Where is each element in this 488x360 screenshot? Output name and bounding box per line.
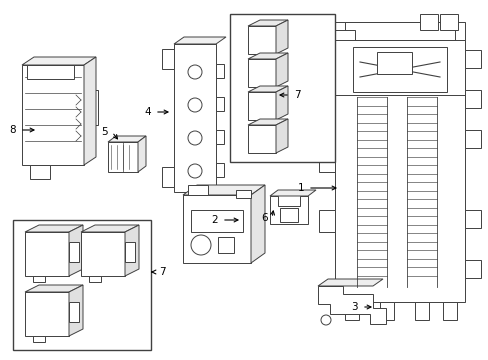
Text: 3: 3 bbox=[351, 302, 357, 312]
Polygon shape bbox=[229, 14, 334, 162]
Polygon shape bbox=[216, 64, 224, 78]
Polygon shape bbox=[125, 225, 139, 276]
Polygon shape bbox=[334, 40, 464, 95]
Polygon shape bbox=[247, 20, 287, 26]
Polygon shape bbox=[275, 119, 287, 153]
Polygon shape bbox=[69, 285, 83, 336]
Polygon shape bbox=[250, 185, 264, 263]
Polygon shape bbox=[174, 44, 216, 192]
Polygon shape bbox=[247, 92, 275, 120]
Polygon shape bbox=[27, 65, 74, 79]
Polygon shape bbox=[30, 165, 50, 179]
Polygon shape bbox=[25, 232, 69, 276]
Polygon shape bbox=[138, 136, 146, 172]
Polygon shape bbox=[352, 47, 446, 92]
Polygon shape bbox=[174, 37, 225, 44]
Text: 8: 8 bbox=[9, 125, 16, 135]
Polygon shape bbox=[25, 292, 69, 336]
Polygon shape bbox=[275, 20, 287, 54]
Polygon shape bbox=[318, 50, 334, 72]
Polygon shape bbox=[247, 26, 275, 54]
Polygon shape bbox=[464, 260, 480, 278]
Polygon shape bbox=[345, 22, 454, 40]
Polygon shape bbox=[414, 302, 428, 320]
Polygon shape bbox=[81, 225, 139, 232]
Text: 4: 4 bbox=[144, 107, 151, 117]
Polygon shape bbox=[247, 53, 287, 59]
Text: 5: 5 bbox=[101, 127, 108, 137]
Polygon shape bbox=[464, 90, 480, 108]
Polygon shape bbox=[108, 136, 146, 142]
Polygon shape bbox=[247, 125, 275, 153]
Polygon shape bbox=[280, 208, 297, 222]
Polygon shape bbox=[269, 196, 307, 224]
Polygon shape bbox=[183, 185, 264, 195]
Text: 1: 1 bbox=[297, 183, 304, 193]
Polygon shape bbox=[33, 336, 45, 342]
Polygon shape bbox=[22, 65, 84, 165]
Polygon shape bbox=[216, 163, 224, 177]
Polygon shape bbox=[419, 14, 437, 30]
Polygon shape bbox=[84, 57, 96, 165]
Polygon shape bbox=[183, 195, 250, 263]
Polygon shape bbox=[334, 22, 464, 302]
Polygon shape bbox=[25, 225, 83, 232]
Polygon shape bbox=[125, 242, 135, 262]
Polygon shape bbox=[317, 279, 382, 286]
Polygon shape bbox=[187, 185, 207, 195]
Polygon shape bbox=[345, 302, 358, 320]
Polygon shape bbox=[33, 276, 45, 282]
Polygon shape bbox=[464, 50, 480, 68]
Text: 6: 6 bbox=[261, 213, 267, 223]
Polygon shape bbox=[216, 97, 224, 111]
Polygon shape bbox=[25, 285, 83, 292]
Polygon shape bbox=[329, 30, 354, 48]
Polygon shape bbox=[22, 57, 96, 65]
Polygon shape bbox=[376, 52, 411, 74]
Text: 7: 7 bbox=[293, 90, 300, 100]
Polygon shape bbox=[236, 190, 250, 198]
Polygon shape bbox=[218, 237, 234, 253]
Polygon shape bbox=[318, 150, 334, 172]
Polygon shape bbox=[247, 59, 275, 87]
Polygon shape bbox=[108, 142, 138, 172]
Polygon shape bbox=[318, 100, 334, 122]
Polygon shape bbox=[191, 210, 243, 232]
Polygon shape bbox=[13, 220, 151, 350]
Polygon shape bbox=[216, 130, 224, 144]
Polygon shape bbox=[69, 225, 83, 276]
Polygon shape bbox=[439, 14, 457, 30]
Polygon shape bbox=[162, 167, 174, 187]
Polygon shape bbox=[247, 86, 287, 92]
Polygon shape bbox=[69, 302, 79, 322]
Polygon shape bbox=[269, 190, 315, 196]
Polygon shape bbox=[81, 232, 125, 276]
Polygon shape bbox=[247, 119, 287, 125]
Polygon shape bbox=[318, 210, 334, 232]
Polygon shape bbox=[442, 302, 456, 320]
Polygon shape bbox=[89, 276, 101, 282]
Polygon shape bbox=[69, 242, 79, 262]
Text: 7: 7 bbox=[159, 267, 165, 277]
Polygon shape bbox=[464, 210, 480, 228]
Polygon shape bbox=[317, 286, 385, 324]
Polygon shape bbox=[162, 49, 174, 69]
Text: 2: 2 bbox=[211, 215, 218, 225]
Polygon shape bbox=[379, 302, 393, 320]
Polygon shape bbox=[84, 90, 98, 125]
Polygon shape bbox=[464, 130, 480, 148]
Polygon shape bbox=[275, 86, 287, 120]
Polygon shape bbox=[275, 53, 287, 87]
